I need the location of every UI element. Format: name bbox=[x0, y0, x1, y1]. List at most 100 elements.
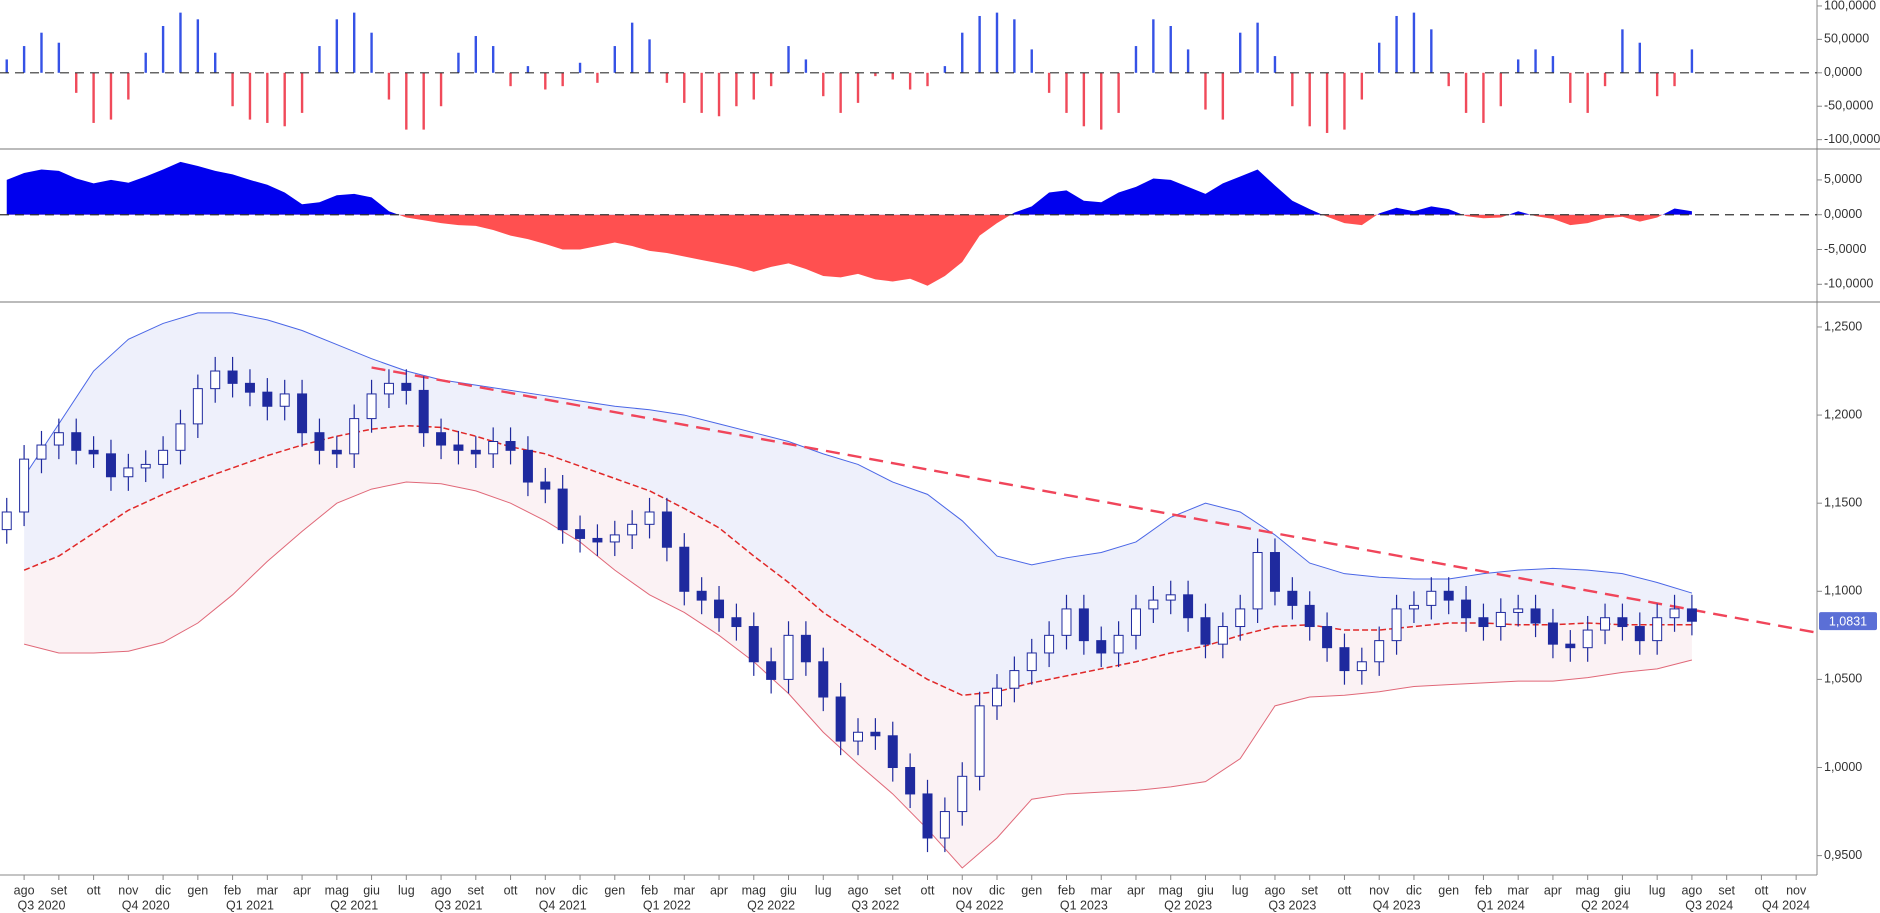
histogram-bar bbox=[179, 12, 182, 73]
x-tick-label: ago bbox=[431, 883, 452, 897]
quarter-label: Q3 2024 bbox=[1685, 898, 1733, 912]
candle-body bbox=[331, 449, 342, 455]
histogram-bar bbox=[283, 72, 286, 127]
candle-body bbox=[1547, 622, 1558, 645]
candle-body bbox=[1235, 608, 1246, 628]
candle-body bbox=[1374, 640, 1385, 663]
histogram-bar bbox=[1360, 72, 1364, 100]
histogram-bar bbox=[300, 72, 304, 113]
candle-body bbox=[436, 432, 447, 446]
histogram-bar bbox=[856, 72, 860, 103]
candle-body bbox=[766, 661, 777, 680]
candle-body bbox=[1252, 552, 1263, 610]
x-tick-label: apr bbox=[710, 883, 728, 897]
candle-body bbox=[505, 441, 516, 451]
quarter-label: Q4 2022 bbox=[956, 898, 1004, 912]
candle-body bbox=[175, 423, 186, 451]
x-tick-label: mag bbox=[1576, 883, 1600, 897]
quarter-label: Q3 2020 bbox=[17, 898, 65, 912]
x-tick-label: feb bbox=[1475, 883, 1492, 897]
x-tick-label: feb bbox=[641, 883, 658, 897]
x-tick-label: nov bbox=[118, 883, 139, 897]
candle-body bbox=[1304, 604, 1315, 628]
y-tick-label: 1,0500 bbox=[1824, 672, 1862, 686]
candle-body bbox=[696, 590, 707, 601]
x-tick-label: mag bbox=[1159, 883, 1183, 897]
candle-body bbox=[488, 441, 499, 455]
quarter-label: Q3 2021 bbox=[434, 898, 482, 912]
x-tick-label: mar bbox=[674, 883, 696, 897]
candle-body bbox=[383, 382, 394, 395]
x-tick-label: lug bbox=[1649, 883, 1666, 897]
price-area bbox=[1, 312, 1817, 869]
candle-body bbox=[800, 634, 811, 663]
candle-body bbox=[522, 449, 533, 483]
y-tick-label: 1,2000 bbox=[1824, 407, 1862, 421]
histogram-bar bbox=[978, 15, 981, 73]
histogram-bar bbox=[1603, 72, 1607, 87]
candle-body bbox=[1165, 594, 1176, 601]
candle-body bbox=[227, 370, 238, 384]
candle-body bbox=[1217, 626, 1228, 645]
x-tick-label: mar bbox=[1090, 883, 1112, 897]
area-positive bbox=[6, 161, 1692, 215]
histogram-bar bbox=[995, 12, 999, 73]
quarter-label: Q4 2020 bbox=[122, 898, 170, 912]
quarter-label: Q1 2022 bbox=[643, 898, 691, 912]
candle-body bbox=[679, 546, 690, 592]
histogram-bar bbox=[526, 66, 530, 73]
histogram-bar bbox=[804, 59, 808, 73]
histogram-bar bbox=[491, 46, 495, 73]
histogram-bar bbox=[1395, 15, 1398, 73]
histogram-bar bbox=[613, 46, 616, 73]
lower-band bbox=[23, 481, 1693, 869]
histogram-bar bbox=[822, 72, 825, 97]
y-tick-label: 0,0000 bbox=[1824, 65, 1862, 79]
candle-body bbox=[1113, 634, 1124, 654]
candle-body bbox=[627, 523, 638, 536]
x-tick-label: feb bbox=[224, 883, 241, 897]
x-tick-label: set bbox=[1301, 883, 1318, 897]
candle-body bbox=[1582, 629, 1593, 649]
x-tick-label: set bbox=[1718, 883, 1735, 897]
y-tick-label: 1,1500 bbox=[1824, 495, 1862, 509]
candle-body bbox=[905, 767, 916, 795]
x-tick-label: feb bbox=[1058, 883, 1075, 897]
histogram-bar bbox=[1221, 72, 1225, 120]
candle-body bbox=[1669, 608, 1680, 619]
histogram-bar bbox=[544, 72, 547, 90]
x-tick-label: nov bbox=[535, 883, 556, 897]
candle-body bbox=[1, 511, 12, 531]
candle-body bbox=[1461, 599, 1472, 619]
candle-body bbox=[1686, 608, 1697, 622]
histogram-bar bbox=[1516, 59, 1520, 73]
x-tick-label: lug bbox=[1232, 883, 1249, 897]
upper-band bbox=[23, 312, 1693, 594]
histogram-bar bbox=[5, 59, 8, 73]
histogram-bar bbox=[1655, 72, 1659, 97]
histogram-bar bbox=[1343, 72, 1346, 130]
histogram-bar bbox=[231, 72, 234, 107]
x-tick-label: ago bbox=[14, 883, 35, 897]
histogram-bar bbox=[1186, 49, 1190, 73]
candle-body bbox=[1634, 626, 1645, 642]
candle-body bbox=[192, 388, 203, 425]
x-tick-label: apr bbox=[293, 883, 311, 897]
candle-body bbox=[297, 393, 308, 434]
candle-body bbox=[835, 696, 846, 742]
histogram-bar bbox=[439, 72, 443, 107]
histogram-bar bbox=[335, 19, 339, 73]
histogram-bar bbox=[474, 36, 478, 73]
candle-body bbox=[1617, 617, 1628, 628]
candle-body bbox=[557, 488, 568, 531]
candle-body bbox=[279, 393, 290, 407]
histogram-bar bbox=[561, 72, 564, 87]
candle-body bbox=[1530, 608, 1541, 624]
histogram-bar bbox=[109, 72, 113, 120]
x-tick-label: ago bbox=[1265, 883, 1286, 897]
histogram-bar bbox=[1030, 49, 1033, 73]
histogram-bar bbox=[908, 72, 912, 90]
candle-body bbox=[1322, 626, 1333, 649]
histogram-bar bbox=[1673, 72, 1676, 87]
candle-body bbox=[957, 775, 968, 813]
